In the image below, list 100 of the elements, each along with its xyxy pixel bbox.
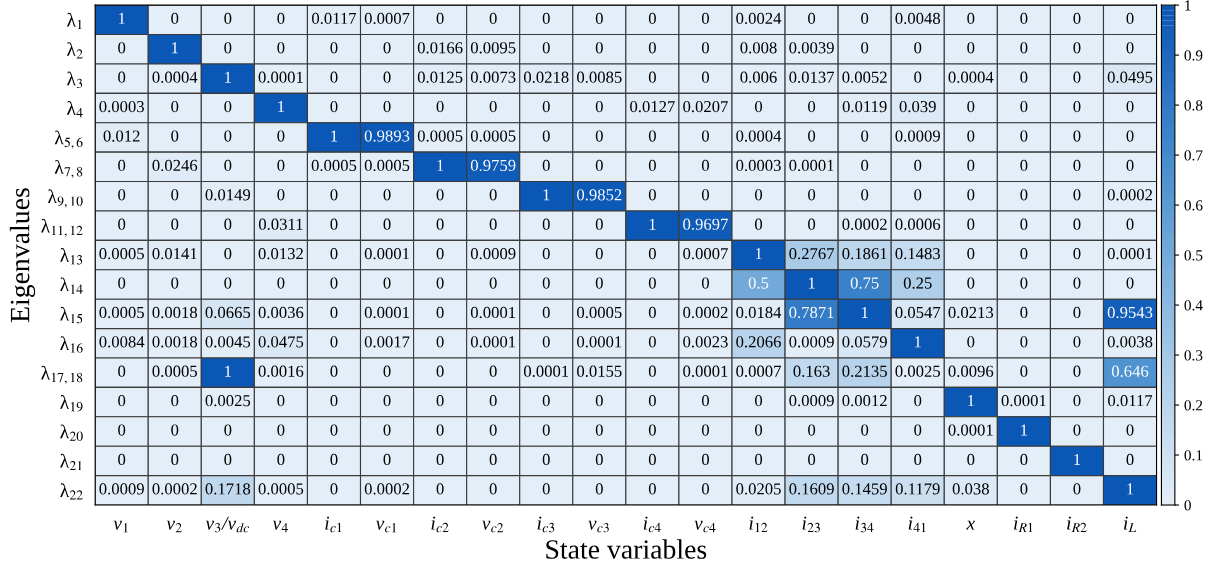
data-label: 0 [330,365,338,377]
data-label: 0 [1073,336,1081,348]
data-label: 0.0001 [523,365,569,377]
data-label: 0 [1073,71,1081,83]
data-label: 0 [648,306,656,319]
data-label: 0 [224,218,232,230]
data-label: 0 [1073,159,1081,172]
data-label: 0 [967,277,975,289]
data-label: 0 [436,218,444,230]
data-label: 0 [542,12,550,24]
data-label: 0 [648,395,656,407]
data-label: 0.039 [899,100,936,113]
data-label: 0.0018 [152,336,198,348]
x-tick-label: v$_{4}$ [272,520,288,533]
data-label: 0 [277,395,285,407]
color-bar-label: 0.7 [1184,150,1203,161]
data-label: 0 [542,483,550,495]
y-tick-label: λ$_{21}$ [60,453,82,471]
data-label: 0 [808,12,816,24]
data-label: 1 [915,336,921,348]
data-label: 0 [1126,424,1134,436]
data-label: 0.0084 [99,336,145,348]
data-label: 0 [1020,336,1028,348]
color-bar-label: 0 [1184,500,1191,511]
data-label: 0 [330,453,338,466]
x-tick-label: x [966,520,975,530]
data-label: 0 [1020,42,1028,54]
x-tick-label: i$_{c2}$ [431,516,449,533]
data-label: 0 [171,395,179,407]
y-tick-label: λ$_{20}$ [60,424,83,441]
data-label: 1 [1021,424,1028,436]
data-label: 0 [914,189,922,201]
data-label: 0 [967,189,975,201]
data-label: 0.0003 [99,100,144,113]
data-label: 0 [489,483,497,495]
data-label: 0 [542,306,550,319]
data-label: 0.9852 [577,189,622,201]
data-label: 0.0127 [630,100,675,113]
data-label: 0.0005 [470,130,516,142]
data-label: 0 [861,130,869,142]
data-label: 0 [1126,12,1134,24]
data-label: 0 [436,365,444,377]
x-tick-label: i$_{c1}$ [325,516,342,533]
data-label: 0 [648,453,656,466]
data-label: 0.75 [850,277,879,289]
data-label: 0 [1020,365,1028,377]
data-label: 0.0117 [1108,395,1153,407]
data-label: 0 [1020,189,1028,201]
data-label: 1 [225,71,231,83]
data-label: 0 [224,277,232,289]
data-label: 0.038 [952,483,989,495]
data-label: 0 [1020,277,1028,289]
data-label: 0 [1020,100,1028,113]
data-label: 0 [701,483,709,495]
y-tick-label: λ$_{15}$ [60,306,83,324]
data-label: 0.1861 [842,248,887,260]
data-label: 0.0017 [364,336,410,348]
data-label: 0 [118,277,126,289]
data-label: 0.0005 [258,483,304,495]
data-label: 1 [278,101,285,113]
data-label: 0 [383,100,391,113]
data-label: 0 [914,395,922,407]
data-label: 0 [118,395,126,407]
y-tick-label: λ$_{22}$ [60,483,83,500]
data-label: 0 [701,42,709,54]
data-label: 0.0001 [683,365,728,377]
data-label: 0.1459 [842,483,887,495]
data-label: 0 [330,395,338,407]
y-tick-label: λ$_{17,18}$ [41,365,83,384]
data-label: 0 [542,277,550,289]
data-label: 0.5 [748,277,769,289]
data-label: 0.0184 [736,306,782,319]
data-label: 0 [436,277,444,289]
data-label: 0.0005 [99,248,144,260]
data-label: 0.0001 [470,306,516,319]
data-label: 0.0025 [895,365,941,377]
x-tick-label: i$_{41}$ [908,516,926,533]
data-label: 0 [1020,306,1028,319]
data-label: 0 [1073,365,1081,377]
data-label: 0.0007 [736,365,781,377]
data-label: 0.1179 [895,483,940,495]
data-label: 0 [383,395,391,407]
data-label: 0 [967,159,975,172]
data-label: 0.0003 [736,159,781,172]
data-label: 0.25 [903,277,932,289]
data-label: 0 [436,336,444,348]
data-label: 0 [1020,248,1028,260]
data-label: 0.1718 [205,483,251,495]
data-label: 1 [331,130,338,142]
data-label: 0.0005 [311,159,357,172]
data-label: 0.646 [1111,365,1149,377]
data-label: 0.2135 [842,365,887,377]
data-label: 0 [277,424,285,436]
data-label: 0.0002 [364,483,410,495]
x-tick-label: v$_{2}$ [166,520,182,533]
data-label: 0.0125 [417,71,463,83]
data-label: 0 [436,12,444,24]
x-axis-title: State variables [546,539,707,559]
data-label: 0 [330,71,338,83]
data-label: 0 [171,453,179,466]
